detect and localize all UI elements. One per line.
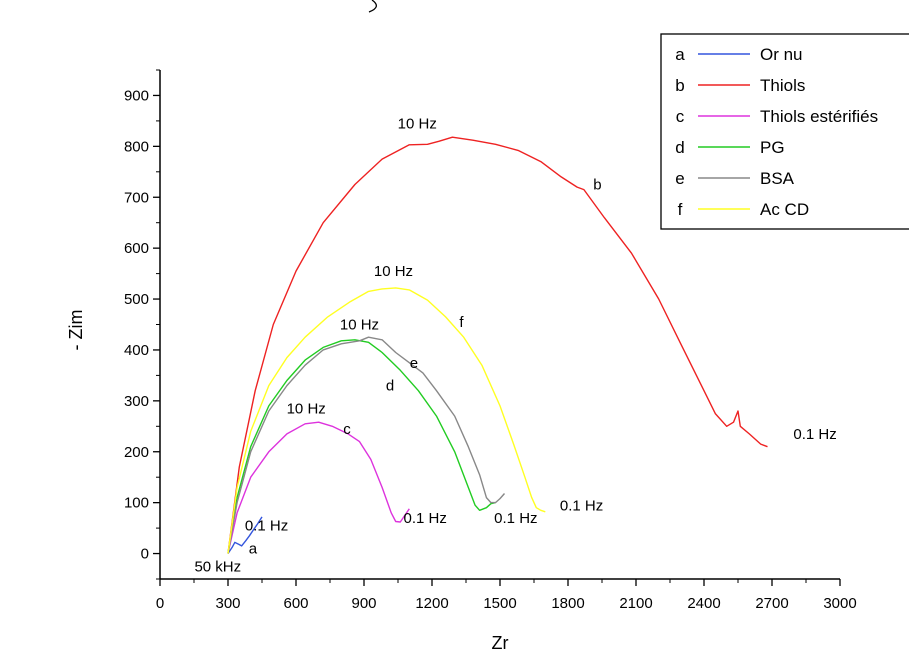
series-line-a: [227, 516, 263, 554]
annotation-label: e: [410, 355, 418, 372]
legend-name-c: Thiols estérifiés: [760, 107, 878, 126]
series-line-e: [227, 336, 506, 554]
legend-letter-c: c: [676, 107, 685, 126]
x-tick-label: 600: [283, 595, 308, 612]
legend-letter-d: d: [675, 138, 684, 157]
x-tick-label: 0: [156, 595, 164, 612]
y-tick-label: 700: [124, 189, 149, 206]
annotation-label: c: [343, 421, 351, 438]
series-line-d: [227, 339, 496, 554]
legend-letter-f: f: [678, 200, 683, 219]
legend: a Or nu b Thiols c Thiols estérifiés d PG e BSA f A…: [660, 33, 909, 230]
annotation-label: 0.1 Hz: [494, 510, 537, 527]
annotation-label: d: [386, 378, 394, 395]
x-tick-label: 3000: [823, 595, 856, 612]
annotation-label: b: [593, 177, 601, 194]
annotation-label: f: [459, 314, 464, 331]
y-tick-label: 800: [124, 138, 149, 155]
legend-letter-a: a: [675, 45, 685, 64]
series-line-c: [227, 421, 410, 554]
legend-name-d: PG: [760, 138, 785, 157]
x-tick-label: 900: [351, 595, 376, 612]
annotation-label: 10 Hz: [398, 116, 437, 133]
legend-letter-e: e: [675, 169, 684, 188]
annotation-label: 0.1 Hz: [560, 497, 603, 514]
x-tick-label: 300: [215, 595, 240, 612]
y-tick-label: 500: [124, 291, 149, 308]
annotation-label: a: [249, 541, 258, 558]
legend-name-b: Thiols: [760, 76, 805, 95]
y-tick-label: 0: [141, 546, 149, 563]
x-tick-label: 2100: [619, 595, 652, 612]
annotation-label: 0.1 Hz: [245, 518, 288, 535]
y-tick-label: 900: [124, 87, 149, 104]
annotation-label: 10 Hz: [374, 263, 413, 280]
annotation-label: 10 Hz: [340, 317, 379, 334]
y-tick-label: 300: [124, 393, 149, 410]
y-tick-label: 400: [124, 342, 149, 359]
annotation-label: 0.1 Hz: [793, 426, 836, 443]
annotation-label: 50 kHz: [194, 558, 241, 575]
x-tick-label: 1800: [551, 595, 584, 612]
x-tick-label: 1500: [483, 595, 516, 612]
legend-name-e: BSA: [760, 169, 795, 188]
y-axis-title: - Zim: [66, 310, 86, 351]
axes: 0 300 600 900 1200 1500 1800 2100 2400 2700 3000 0 1…: [124, 69, 857, 612]
x-tick-label: 1200: [415, 595, 448, 612]
legend-letter-b: b: [675, 76, 684, 95]
legend-name-a: Or nu: [760, 45, 803, 64]
annotation-label: 10 Hz: [287, 401, 326, 418]
series-layer: [227, 136, 768, 554]
legend-box: [660, 33, 909, 230]
x-tick-label: 2400: [687, 595, 720, 612]
x-axis-title: Zr: [492, 633, 509, 649]
annotation-label: 0.1 Hz: [404, 510, 447, 527]
y-tick-label: 600: [124, 240, 149, 257]
y-tick-label: 100: [124, 495, 149, 512]
legend-name-f: Ac CD: [760, 200, 809, 219]
top-clipped-glyph: [368, 0, 377, 13]
series-line-f: [227, 287, 546, 554]
x-tick-label: 2700: [755, 595, 788, 612]
series-line-b: [227, 136, 768, 554]
y-tick-label: 200: [124, 444, 149, 461]
